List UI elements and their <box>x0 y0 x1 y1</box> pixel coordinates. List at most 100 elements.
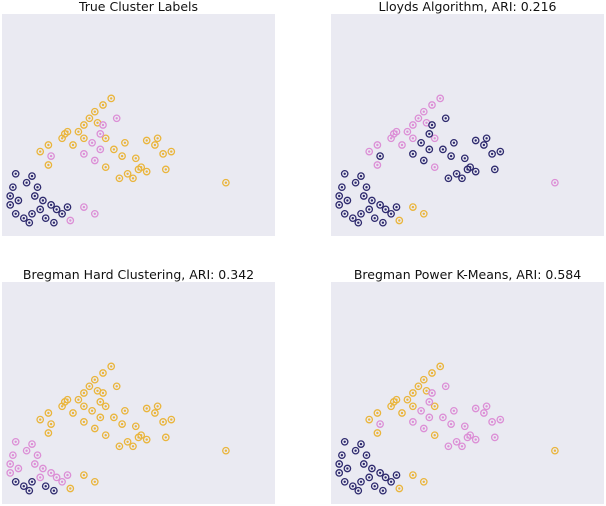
cluster-1-point <box>428 389 436 397</box>
cluster-2-point <box>80 121 88 129</box>
cluster-0-point <box>365 205 374 214</box>
cluster-2-point <box>428 369 436 377</box>
cluster-0-point <box>370 482 379 491</box>
cluster-1-point <box>96 130 105 138</box>
cluster-0-point <box>452 169 461 178</box>
cluster-2-point <box>96 398 105 406</box>
cluster-2-point <box>118 420 126 428</box>
cluster-2-point <box>430 431 439 440</box>
cluster-0-point <box>343 464 352 473</box>
cluster-2-point <box>159 418 167 426</box>
cluster-2-point <box>430 402 439 411</box>
cluster-1-point <box>409 134 417 143</box>
cluster-0-point <box>348 482 357 491</box>
cluster-0-point <box>362 451 371 460</box>
cluster-0-point <box>25 218 34 227</box>
cluster-1-point <box>90 156 99 165</box>
cluster-0-point <box>387 477 395 486</box>
cluster-2-point <box>90 375 99 384</box>
cluster-0-point <box>6 192 15 200</box>
cluster-0-point <box>471 167 480 176</box>
cluster-1-point <box>466 431 475 440</box>
cluster-0-point <box>447 152 455 160</box>
scatter-canvas <box>335 362 559 495</box>
cluster-1-point <box>480 409 488 417</box>
cluster-0-point <box>376 469 384 477</box>
cluster-0-point <box>340 477 349 486</box>
cluster-1-point <box>488 418 496 426</box>
cluster-2-point <box>74 127 83 136</box>
cluster-1-point <box>80 203 88 211</box>
cluster-1-point <box>430 134 439 143</box>
cluster-1-point <box>398 141 406 149</box>
cluster-2-point <box>222 178 230 187</box>
cluster-2-point <box>101 134 110 143</box>
cluster-2-point <box>58 402 66 411</box>
cluster-1-point <box>36 473 45 482</box>
cluster-1-point <box>403 127 412 136</box>
cluster-0-point <box>370 214 379 223</box>
cluster-2-point <box>151 409 159 417</box>
cluster-1-point <box>436 94 445 103</box>
cluster-2-point <box>90 424 99 433</box>
cluster-2-point <box>123 169 132 178</box>
cluster-2-point <box>419 375 428 384</box>
cluster-2-point <box>101 163 110 172</box>
cluster-1-point <box>425 413 434 422</box>
cluster-0-point <box>381 205 390 214</box>
cluster-0-point <box>33 183 42 192</box>
cluster-1-point <box>6 469 15 477</box>
cluster-0-point <box>379 486 387 495</box>
panel-title: Bregman Hard Clustering, ARI: 0.342 <box>22 267 255 282</box>
cluster-2-point <box>123 437 132 446</box>
cluster-1-point <box>33 451 42 460</box>
cluster-2-point <box>110 413 118 422</box>
cluster-1-point <box>365 147 374 156</box>
cluster-0-point <box>480 141 488 149</box>
cluster-1-point <box>409 121 417 129</box>
cluster-1-point <box>373 141 382 149</box>
cluster-0-point <box>11 169 20 178</box>
cluster-2-point <box>115 174 124 183</box>
cluster-2-point <box>129 442 137 451</box>
cluster-0-point <box>460 154 469 163</box>
cluster-2-point <box>395 216 404 225</box>
cluster-2-point <box>118 152 126 160</box>
cluster-0-point <box>379 218 387 227</box>
cluster-2-point <box>373 409 382 417</box>
cluster-1-point <box>452 437 461 446</box>
cluster-1-point <box>441 382 450 391</box>
cluster-2-point <box>365 415 374 424</box>
cluster-2-point <box>131 154 140 163</box>
cluster-2-point <box>395 484 404 493</box>
cluster-2-point <box>69 141 77 149</box>
cluster-2-point <box>80 402 88 411</box>
cluster-0-point <box>41 482 50 491</box>
cluster-2-point <box>121 138 129 147</box>
cluster-1-point <box>30 460 39 468</box>
cluster-1-point <box>22 446 31 455</box>
cluster-0-point <box>392 203 401 211</box>
cluster-0-point <box>340 209 349 218</box>
cluster-2-point <box>159 150 167 158</box>
cluster-2-point <box>74 395 83 404</box>
cluster-2-point <box>85 114 94 123</box>
cluster-0-point <box>354 218 363 227</box>
cluster-1-point <box>439 413 447 422</box>
cluster-0-point <box>471 136 480 145</box>
cluster-1-point <box>58 477 66 486</box>
cluster-2-point <box>115 442 124 451</box>
cluster-1-point <box>373 161 382 169</box>
cluster-1-point <box>11 437 20 446</box>
cluster-2-point <box>137 163 146 172</box>
cluster-2-point <box>90 107 99 116</box>
cluster-0-point <box>22 178 31 187</box>
cluster-0-point <box>338 183 346 192</box>
scatter-plot <box>2 282 275 504</box>
cluster-0-point <box>335 460 344 468</box>
cluster-0-point <box>335 469 344 477</box>
cluster-2-point <box>419 477 428 486</box>
cluster-0-point <box>343 196 352 205</box>
cluster-2-point <box>403 395 412 404</box>
cluster-0-point <box>392 471 401 479</box>
